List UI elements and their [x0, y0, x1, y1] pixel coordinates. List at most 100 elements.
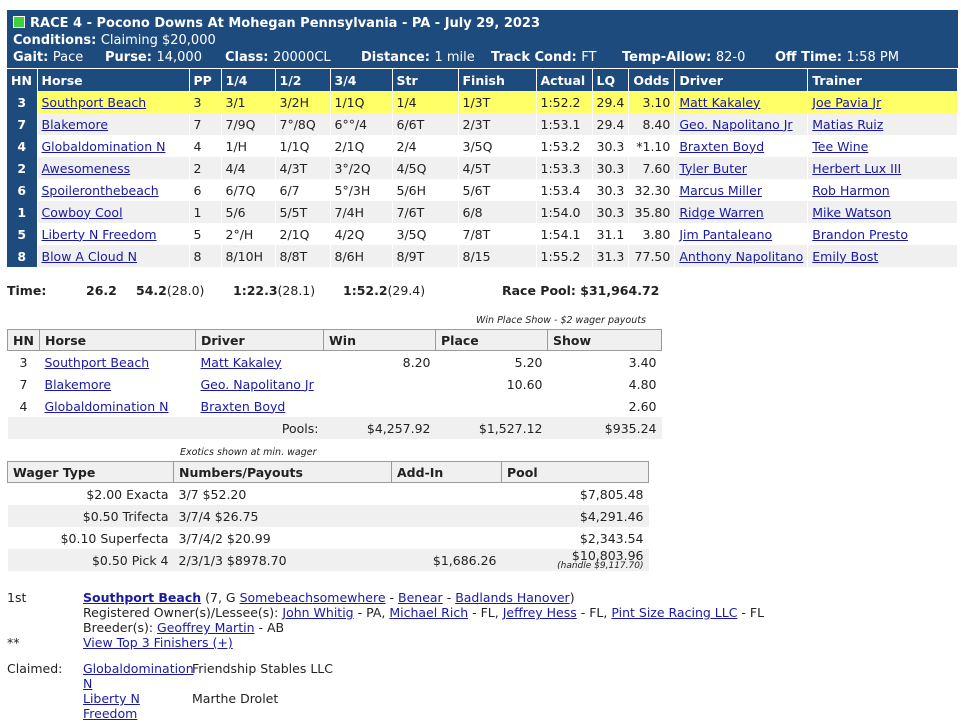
- wager-handle: (handle $9,117.70): [557, 561, 644, 571]
- breeder-link[interactable]: Geoffrey Martin: [157, 620, 255, 635]
- owner-link[interactable]: Michael Rich: [389, 605, 469, 620]
- trainer-link[interactable]: Joe Pavia Jr: [812, 94, 882, 110]
- claimed-horse-1-link[interactable]: Globaldomination: [83, 661, 194, 676]
- results-cell-str: 2/4: [392, 135, 459, 157]
- wps-cell-show: 4.80: [628, 376, 657, 392]
- claimed-horse-1[interactable]: Globaldomination N: [83, 661, 194, 691]
- results-cell-str: 3/5Q: [392, 223, 459, 245]
- results-col-header: HN: [7, 69, 38, 91]
- horse-link[interactable]: Awesomeness: [41, 160, 131, 176]
- trainer-link[interactable]: Herbert Lux III: [812, 160, 902, 176]
- separator: ): [569, 590, 575, 605]
- horse-link[interactable]: Cowboy Cool: [41, 204, 123, 220]
- view-top-finishers-text[interactable]: View Top 3 Finishers (+): [83, 635, 233, 650]
- wps-cell-driver: Braxten Boyd: [196, 395, 324, 417]
- results-cell-odds: 8.40: [628, 113, 676, 135]
- results-cell-actual: 1:53.2: [536, 135, 593, 157]
- trainer-link[interactable]: Matias Ruiz: [812, 116, 884, 132]
- results-cell-q1: 5/6: [221, 201, 276, 223]
- results-cell-hn: 3: [7, 91, 38, 113]
- owner-link[interactable]: John Whitig: [282, 605, 354, 620]
- driver-link[interactable]: Tyler Buter: [679, 160, 747, 176]
- horse-link[interactable]: Southport Beach: [41, 94, 147, 110]
- results-cell-driver: Tyler Buter: [674, 157, 809, 179]
- results-row: 7 Blakemore 7 7/9Q 7°/8Q 6°°/4 6/6T 2/3T 1:53.1 2…: [7, 113, 958, 135]
- trainer-link[interactable]: Rob Harmon: [812, 182, 890, 198]
- wps-col-header: Horse: [39, 329, 196, 351]
- view-top-finishers-link[interactable]: View Top 3 Finishers (+): [83, 635, 233, 650]
- results-cell-pp: 2: [189, 157, 222, 179]
- wager-pool: $2,343.54: [502, 527, 649, 549]
- results-col-header: Str: [392, 69, 459, 91]
- results-cell-q3: 4/2Q: [330, 223, 393, 245]
- driver-link[interactable]: Braxten Boyd: [679, 138, 765, 154]
- exotics-col-header: Numbers/Payouts: [173, 461, 392, 483]
- horse-link[interactable]: Globaldomination N: [41, 138, 166, 154]
- results-cell-trainer: Matias Ruiz: [807, 113, 958, 135]
- results-row: 4 Globaldomination N 4 1/H 1/1Q 2/1Q 2/4 3/5Q 1:…: [7, 135, 958, 157]
- driver-link[interactable]: Matt Kakaley: [679, 94, 761, 110]
- horse-link[interactable]: Spoileronthebeach: [41, 182, 159, 198]
- results-cell-str: 5/6H: [392, 179, 459, 201]
- trainer-link[interactable]: Mike Watson: [812, 204, 892, 220]
- results-cell-q2: 1/1Q: [275, 135, 331, 157]
- race-header: RACE 4 - Pocono Downs At Mohegan Pennsyl…: [7, 10, 958, 68]
- results-cell-odds: 35.80: [628, 201, 676, 223]
- horse-link[interactable]: Globaldomination N: [44, 398, 169, 414]
- horse-link[interactable]: Blakemore: [41, 116, 109, 132]
- results-cell-lq: 29.4: [592, 91, 630, 113]
- off-time: Off Time: 1:58 PM: [775, 50, 899, 65]
- results-cell-pp: 4: [189, 135, 222, 157]
- results-cell-odds: 32.30: [628, 179, 676, 201]
- wps-cell-win: 8.20: [402, 354, 431, 370]
- time-label: Time:: [7, 283, 47, 298]
- winner-horse-link[interactable]: Southport Beach: [83, 590, 202, 605]
- claimed-horse-1-link-cont[interactable]: N: [83, 676, 93, 691]
- trainer-link[interactable]: Emily Bost: [812, 248, 879, 264]
- driver-link[interactable]: Ridge Warren: [679, 204, 764, 220]
- conditions-label: Conditions:: [13, 33, 97, 48]
- winner-line: Southport Beach (7, G Somebeachsomewhere…: [83, 590, 575, 605]
- trainer-link[interactable]: Brandon Presto: [812, 226, 908, 242]
- owner-link[interactable]: Pint Size Racing LLC: [611, 605, 738, 620]
- wps-cell-hn: 7: [19, 376, 28, 392]
- results-cell-driver: Braxten Boyd: [674, 135, 809, 157]
- horse-link[interactable]: Blakemore: [44, 376, 112, 392]
- owner-link[interactable]: Jeffrey Hess: [502, 605, 577, 620]
- driver-link[interactable]: Geo. Napolitano Jr: [200, 376, 314, 392]
- driver-link[interactable]: Marcus Miller: [679, 182, 762, 198]
- winner-dam-link[interactable]: Benear: [398, 590, 443, 605]
- wager-addin: [392, 527, 502, 549]
- wps-caption: Win Place Show - $2 wager payouts: [476, 315, 646, 326]
- race-pool: Race Pool: $31,964.72: [502, 283, 660, 298]
- horse-link[interactable]: Liberty N Freedom: [41, 226, 157, 242]
- results-cell-q3: 7/4H: [330, 201, 393, 223]
- driver-link[interactable]: Anthony Napolitano: [679, 248, 804, 264]
- results-cell-trainer: Rob Harmon: [807, 179, 958, 201]
- gait: Gait: Pace: [13, 50, 84, 65]
- results-cell-q3: 6°°/4: [330, 113, 393, 135]
- horse-link[interactable]: Southport Beach: [44, 354, 150, 370]
- results-cell-odds: 3.80: [628, 223, 676, 245]
- wps-cell-horse: Southport Beach: [40, 351, 196, 374]
- winner-damsire-link[interactable]: Badlands Hanover: [455, 590, 570, 605]
- claimed-horse-2-link-cont[interactable]: Freedom: [83, 706, 138, 721]
- trainer-link[interactable]: Tee Wine: [812, 138, 869, 154]
- driver-link[interactable]: Braxten Boyd: [200, 398, 286, 414]
- driver-link[interactable]: Jim Pantaleano: [679, 226, 773, 242]
- winner-sire-link[interactable]: Somebeachsomewhere: [239, 590, 386, 605]
- results-header-row: HN Horse PP 1/4 1/2 3/4 Str Finish Actual LQ Odds D…: [7, 69, 958, 91]
- driver-link[interactable]: Matt Kakaley: [200, 354, 282, 370]
- wager-pool: $10,803.96 (handle $9,117.70): [501, 549, 649, 571]
- results-cell-horse: Liberty N Freedom: [37, 223, 190, 245]
- claimed-horse-2[interactable]: Liberty N Freedom: [83, 691, 140, 721]
- results-cell-fin: 3/5Q: [458, 135, 537, 157]
- driver-link[interactable]: Geo. Napolitano Jr: [679, 116, 793, 132]
- results-cell-hn: 2: [7, 157, 38, 179]
- results-cell-q3: 8/6H: [330, 245, 393, 267]
- claimed-horse-2-link[interactable]: Liberty N: [83, 691, 140, 706]
- claimed-by-1: Friendship Stables LLC: [192, 661, 333, 676]
- track-condition: Track Cond: FT: [491, 50, 597, 65]
- results-row: 5 Liberty N Freedom 5 2°/H 2/1Q 4/2Q 3/5Q 7/8T 1…: [7, 223, 958, 245]
- horse-link[interactable]: Blow A Cloud N: [41, 248, 137, 264]
